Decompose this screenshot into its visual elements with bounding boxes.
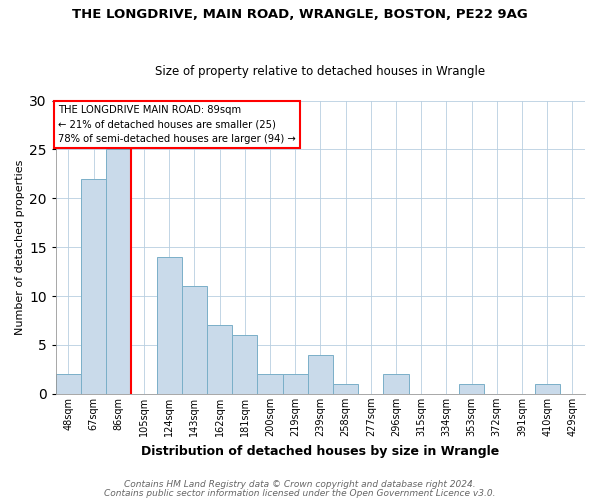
Bar: [182, 286, 207, 394]
Text: THE LONGDRIVE, MAIN ROAD, WRANGLE, BOSTON, PE22 9AG: THE LONGDRIVE, MAIN ROAD, WRANGLE, BOSTO…: [72, 8, 528, 20]
Bar: [383, 374, 409, 394]
X-axis label: Distribution of detached houses by size in Wrangle: Distribution of detached houses by size …: [141, 444, 500, 458]
Bar: [308, 355, 333, 394]
Bar: [157, 257, 182, 394]
Text: Contains public sector information licensed under the Open Government Licence v3: Contains public sector information licen…: [104, 488, 496, 498]
Bar: [56, 374, 81, 394]
Bar: [207, 326, 232, 394]
Bar: [459, 384, 484, 394]
Bar: [257, 374, 283, 394]
Bar: [106, 150, 131, 394]
Title: Size of property relative to detached houses in Wrangle: Size of property relative to detached ho…: [155, 66, 485, 78]
Bar: [232, 335, 257, 394]
Bar: [81, 178, 106, 394]
Text: THE LONGDRIVE MAIN ROAD: 89sqm
← 21% of detached houses are smaller (25)
78% of : THE LONGDRIVE MAIN ROAD: 89sqm ← 21% of …: [58, 105, 296, 144]
Y-axis label: Number of detached properties: Number of detached properties: [15, 160, 25, 335]
Bar: [535, 384, 560, 394]
Bar: [333, 384, 358, 394]
Bar: [283, 374, 308, 394]
Text: Contains HM Land Registry data © Crown copyright and database right 2024.: Contains HM Land Registry data © Crown c…: [124, 480, 476, 489]
